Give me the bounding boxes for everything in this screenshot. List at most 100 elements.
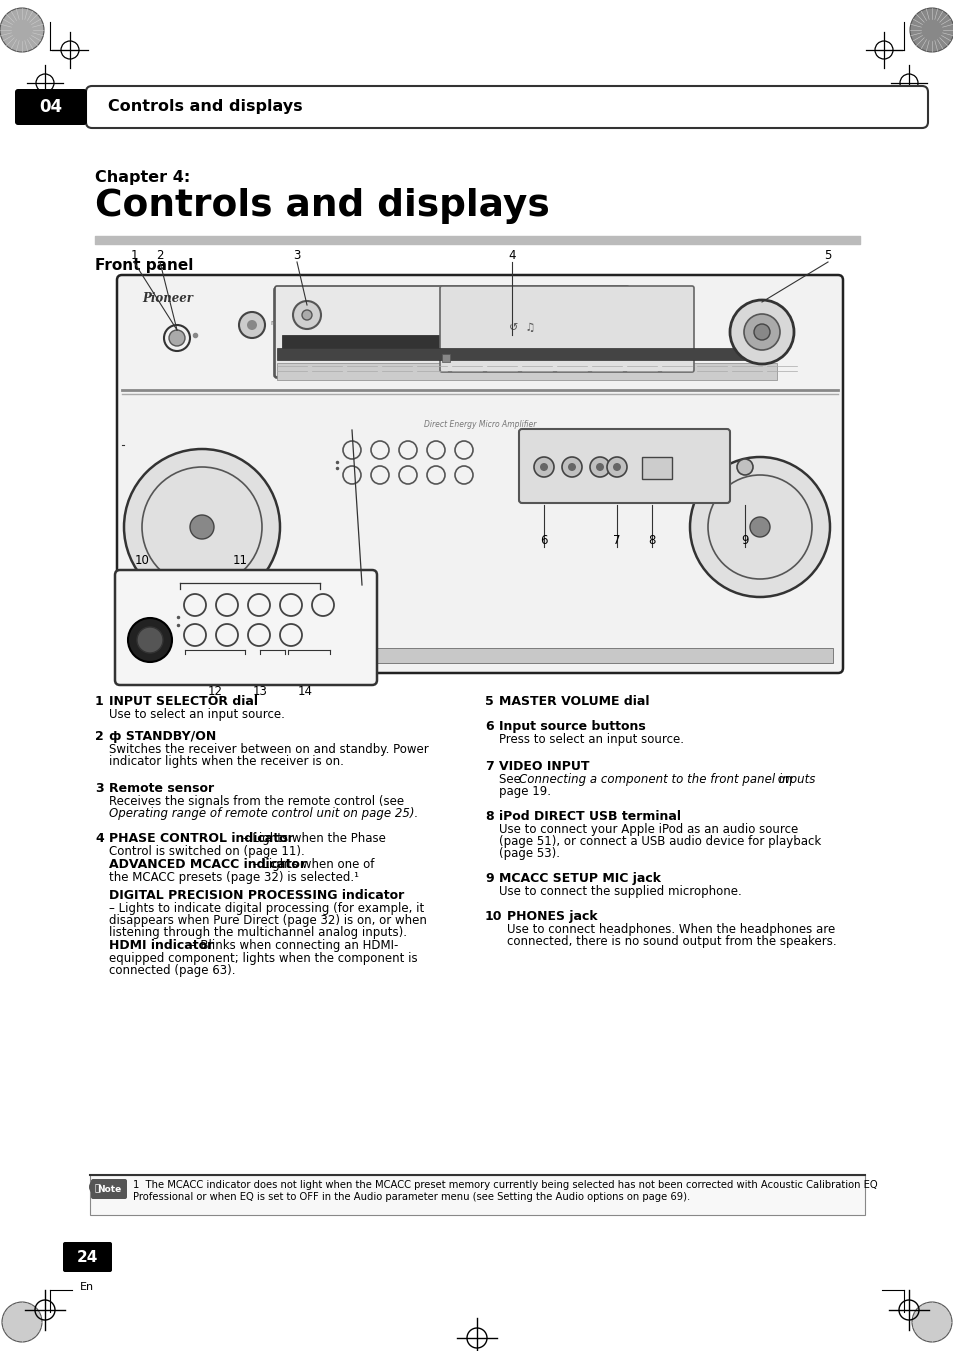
Text: Note: Note [97,1185,121,1193]
Text: 12: 12 [208,685,222,698]
Text: Press to select an input source.: Press to select an input source. [498,734,683,746]
Text: connected (page 63).: connected (page 63). [109,965,235,977]
Circle shape [689,457,829,597]
Circle shape [743,313,780,350]
Text: 10: 10 [135,554,150,567]
Text: 1: 1 [95,694,104,708]
Text: ↺  ♫: ↺ ♫ [508,323,535,332]
Text: Operating range of remote control unit on page 25).: Operating range of remote control unit o… [109,807,417,820]
Text: 7: 7 [613,534,620,547]
Text: Pioneer: Pioneer [142,292,193,305]
Circle shape [729,300,793,363]
Text: Front panel: Front panel [95,258,193,273]
Text: n: n [327,313,331,320]
Circle shape [749,517,769,536]
Circle shape [247,320,256,330]
Text: the MCACC presets (page 32) is selected.¹: the MCACC presets (page 32) is selected.… [109,871,358,884]
Text: See: See [498,773,524,786]
Circle shape [534,457,554,477]
Text: 8: 8 [648,534,655,547]
Text: n: n [270,320,274,326]
FancyBboxPatch shape [439,286,693,372]
FancyBboxPatch shape [86,86,927,128]
Text: 7: 7 [484,761,494,773]
Text: iPod DIRECT USB terminal: iPod DIRECT USB terminal [498,811,680,823]
Circle shape [137,627,163,653]
Text: 10: 10 [484,911,502,923]
Text: Direct Energy Micro Amplifier: Direct Energy Micro Amplifier [423,420,536,430]
Circle shape [169,330,185,346]
Text: 1  The MCACC indicator does not light when the MCACC preset memory currently bei: 1 The MCACC indicator does not light whe… [132,1179,877,1190]
Text: Connecting a component to the front panel inputs: Connecting a component to the front pane… [518,773,815,786]
Text: Switches the receiver between on and standby. Power: Switches the receiver between on and sta… [109,743,428,757]
Circle shape [128,617,172,662]
Text: 1: 1 [131,249,137,262]
Text: DIGITAL PRECISION PROCESSING indicator: DIGITAL PRECISION PROCESSING indicator [109,889,404,902]
Text: Remote sensor: Remote sensor [109,782,213,794]
Text: 2: 2 [156,249,164,262]
Text: Controls and displays: Controls and displays [95,188,549,224]
FancyBboxPatch shape [63,1242,112,1273]
Text: 5: 5 [823,249,831,262]
Text: 9: 9 [484,871,493,885]
Text: (page 51), or connect a USB audio device for playback: (page 51), or connect a USB audio device… [498,835,821,848]
Text: indicator lights when the receiver is on.: indicator lights when the receiver is on… [109,755,343,767]
Text: 13: 13 [253,685,267,698]
Text: – Lights when one of: – Lights when one of [249,858,374,871]
Text: HDMI indicator: HDMI indicator [109,939,213,952]
Text: 24: 24 [76,1250,97,1265]
Circle shape [302,309,312,320]
Text: 8: 8 [484,811,493,823]
Circle shape [909,8,953,51]
Text: – Lights to indicate digital processing (for example, it: – Lights to indicate digital processing … [109,902,424,915]
Circle shape [911,1302,951,1342]
Circle shape [596,463,603,471]
Circle shape [0,8,44,51]
FancyBboxPatch shape [115,570,376,685]
Text: Use to connect headphones. When the headphones are: Use to connect headphones. When the head… [506,923,835,936]
Text: PHASE CONTROL indicator: PHASE CONTROL indicator [109,832,294,844]
FancyBboxPatch shape [274,286,628,377]
FancyBboxPatch shape [15,89,87,126]
Circle shape [239,312,265,338]
Text: (page 53).: (page 53). [498,847,559,861]
Text: ф STANDBY/ON: ф STANDBY/ON [109,730,216,743]
Text: 4: 4 [508,249,516,262]
Circle shape [589,457,609,477]
Circle shape [539,463,547,471]
Circle shape [124,449,280,605]
Bar [641,457,671,480]
Circle shape [613,463,620,471]
Bar [276,363,776,380]
Text: connected, there is no sound output from the speakers.: connected, there is no sound output from… [506,935,836,948]
Text: 5: 5 [484,694,494,708]
Text: disappears when Pure Direct (page 32) is on, or when: disappears when Pure Direct (page 32) is… [109,915,426,927]
Text: MCACC SETUP MIC jack: MCACC SETUP MIC jack [498,871,660,885]
Text: 2: 2 [95,730,104,743]
Text: Chapter 4:: Chapter 4: [95,170,190,185]
Text: 6: 6 [539,534,547,547]
Text: 11: 11 [233,554,247,567]
Text: 3: 3 [293,249,300,262]
Circle shape [606,457,626,477]
Circle shape [2,1302,42,1342]
Text: – Lights when the Phase: – Lights when the Phase [239,832,385,844]
Text: 6: 6 [484,720,493,734]
Circle shape [293,301,320,330]
FancyBboxPatch shape [117,276,842,673]
Text: 3: 3 [95,782,104,794]
FancyBboxPatch shape [91,1179,127,1198]
Text: Use to connect your Apple iPod as an audio source: Use to connect your Apple iPod as an aud… [498,823,798,836]
Text: ⓘ: ⓘ [94,1182,100,1192]
Text: Controls and displays: Controls and displays [108,100,302,115]
Text: INPUT SELECTOR dial: INPUT SELECTOR dial [109,694,257,708]
Circle shape [567,463,576,471]
Text: Control is switched on (page 11).: Control is switched on (page 11). [109,844,304,858]
Text: Use to connect the supplied microphone.: Use to connect the supplied microphone. [498,885,741,898]
Bar [282,335,621,349]
Text: 14: 14 [297,685,313,698]
Text: listening through the multichannel analog inputs).: listening through the multichannel analo… [109,925,407,939]
Text: Receives the signals from the remote control (see: Receives the signals from the remote con… [109,794,404,808]
Text: PHONES jack: PHONES jack [506,911,597,923]
Text: – Blinks when connecting an HDMI-: – Blinks when connecting an HDMI- [187,939,398,952]
